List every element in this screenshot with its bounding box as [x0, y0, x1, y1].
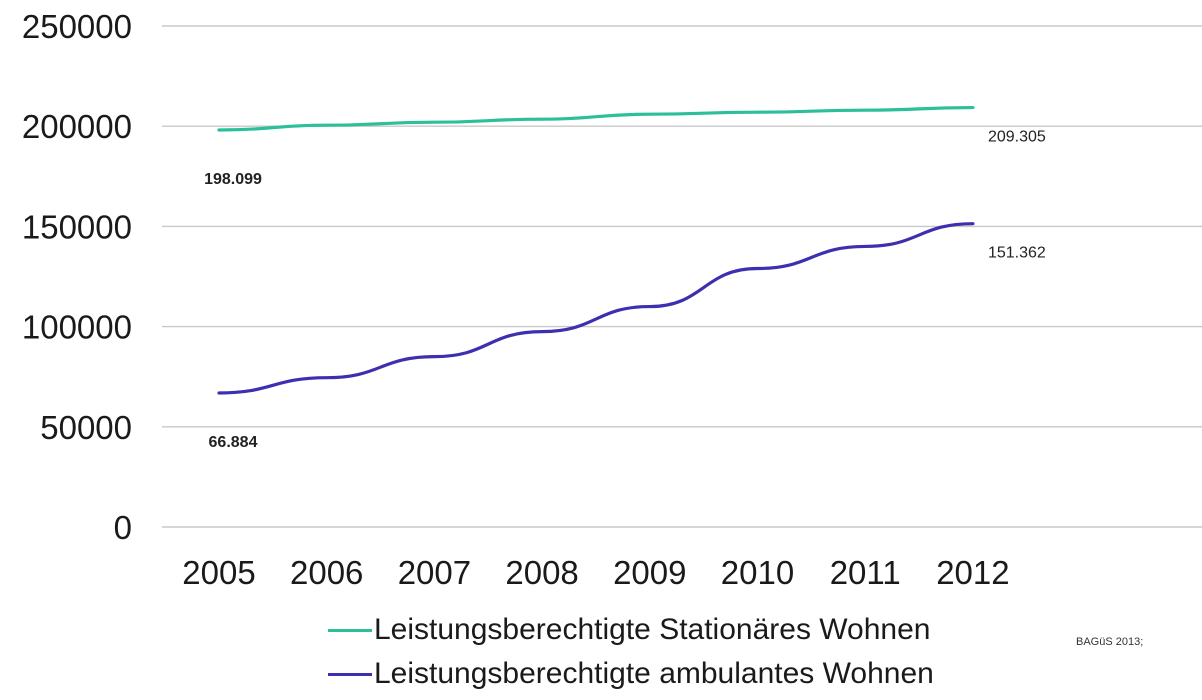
y-tick-label-200000: 200000	[22, 108, 132, 145]
y-tick-label-50000: 50000	[40, 409, 132, 446]
x-tick-label-2006: 2006	[290, 554, 363, 591]
legend-label-stationaer: Leistungsberechtigte Stationäres Wohnen	[374, 613, 931, 646]
legend-label-ambulant: Leistungsberechtigte ambulantes Wohnen	[374, 657, 934, 690]
y-tick-label-0: 0	[114, 509, 132, 546]
x-tick-label-2011: 2011	[830, 554, 901, 591]
x-tick-label-2007: 2007	[398, 554, 471, 591]
legend-swatch-ambulant	[328, 672, 372, 676]
x-tick-label-2008: 2008	[505, 554, 578, 591]
y-tick-label-250000: 250000	[22, 8, 132, 45]
data-label-151.362: 151.362	[988, 245, 1046, 262]
x-tick-label-2010: 2010	[721, 554, 794, 591]
legend-item-stationaer: Leistungsberechtigte Stationäres Wohnen	[328, 610, 1088, 650]
data-label-209.305: 209.305	[988, 129, 1046, 146]
source-note: BAGüS 2013;	[1076, 636, 1144, 648]
x-axis-ticks: 2005 2006 2007 2008 2009 2010 2011 2012	[182, 554, 1009, 591]
legend-swatch-stationaer	[328, 628, 372, 632]
series-lines	[217, 105, 975, 395]
x-tick-label-2009: 2009	[613, 554, 686, 591]
legend: Leistungsberechtigte Stationäres Wohnen …	[328, 610, 1088, 698]
data-label-66.884: 66.884	[209, 434, 258, 451]
y-tick-label-100000: 100000	[22, 309, 132, 346]
y-tick-label-150000: 150000	[22, 208, 132, 245]
data-labels: 198.099 209.305 66.884 151.362	[204, 129, 1046, 451]
legend-item-ambulant: Leistungsberechtigte ambulantes Wohnen	[328, 654, 1088, 694]
y-axis-ticks: 0 50000 100000 150000 200000 250000	[22, 8, 132, 546]
data-label-198.099: 198.099	[204, 171, 262, 188]
x-tick-label-2012: 2012	[936, 554, 1009, 591]
series-line-1	[217, 222, 975, 395]
series-line-0	[217, 105, 975, 132]
x-tick-label-2005: 2005	[182, 554, 255, 591]
grid-lines	[162, 25, 1202, 528]
